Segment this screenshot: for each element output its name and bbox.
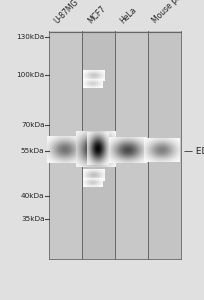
Text: MCF7: MCF7 [87, 4, 108, 25]
Text: 130kDa: 130kDa [16, 34, 44, 40]
Text: 100kDa: 100kDa [16, 72, 44, 78]
Bar [115, 31, 148, 259]
Text: 40kDa: 40kDa [21, 193, 44, 199]
Bar [148, 31, 181, 259]
Text: 70kDa: 70kDa [21, 122, 44, 128]
Text: 55kDa: 55kDa [21, 148, 44, 154]
Text: — EDC3: — EDC3 [184, 147, 204, 156]
Text: Mouse pancreas: Mouse pancreas [151, 0, 201, 25]
Text: 35kDa: 35kDa [21, 216, 44, 222]
Bar [82, 31, 115, 259]
Text: U-87MG: U-87MG [53, 0, 81, 25]
Bar [49, 31, 82, 259]
Text: HeLa: HeLa [119, 5, 139, 25]
